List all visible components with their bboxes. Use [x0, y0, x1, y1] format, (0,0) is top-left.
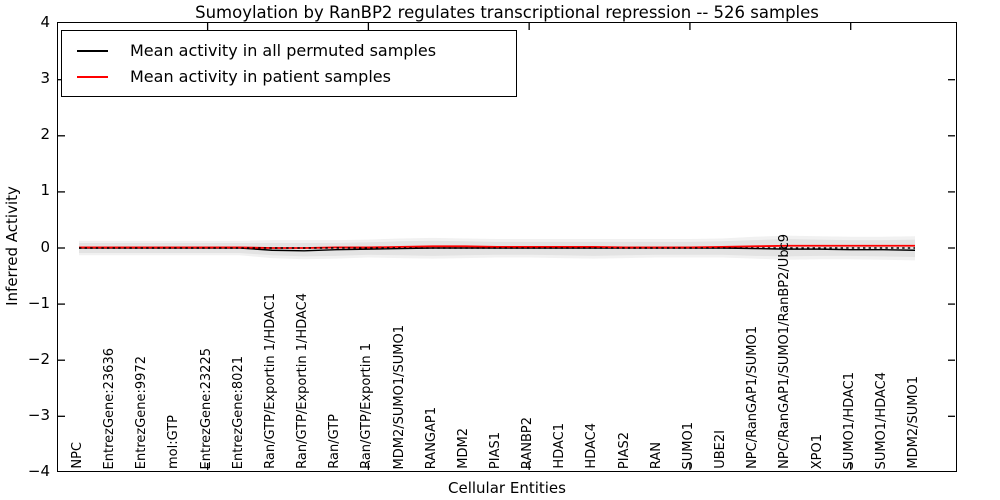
legend-entry-patient: Mean activity in patient samples: [77, 67, 516, 86]
x-category-label: PIAS2: [616, 431, 632, 469]
legend-label-permuted: Mean activity in all permuted samples: [130, 41, 437, 60]
y-tick-label: 3: [40, 69, 50, 88]
y-tick-label: 1: [40, 181, 50, 200]
y-tick-label: −1: [27, 293, 50, 312]
x-category-label: NPC/RanGAP1/SUMO1: [745, 326, 761, 469]
x-category-label: EntrezGene:8021: [230, 355, 246, 469]
x-category-label: MDM2/SUMO1: [906, 376, 921, 469]
plot-title: Sumoylation by RanBP2 regulates transcri…: [195, 3, 819, 22]
x-category-label: HDAC1: [552, 423, 568, 469]
legend-box: Mean activity in all permuted samples Me…: [61, 30, 517, 97]
x-category-label: Ran/GTP: [327, 414, 343, 469]
x-category-label: NPC/RanGAP1/SUMO1/RanBP2/Ubc9: [777, 234, 793, 469]
x-category-label: HDAC4: [584, 423, 600, 469]
x-category-label: EntrezGene:23225: [198, 347, 214, 469]
y-tick-label: 0: [40, 237, 50, 256]
patient-mean-line: [79, 244, 916, 249]
x-category-label: mol:GTP: [166, 415, 182, 469]
y-tick-label: 2: [40, 125, 50, 144]
x-category-label: SUMO1/HDAC4: [873, 371, 889, 469]
x-category-label: MDM2: [455, 428, 471, 469]
x-category-label: Ran/GTP/Exportin 1/HDAC1: [262, 293, 278, 469]
x-category-label: RANBP2: [520, 416, 536, 469]
legend-line-patient-icon: [77, 75, 108, 78]
legend-line-permuted-icon: [77, 49, 108, 52]
x-axis-label: Cellular Entities: [448, 479, 566, 497]
legend-label-patient: Mean activity in patient samples: [130, 67, 391, 86]
x-category-label: PIAS1: [488, 431, 503, 469]
x-category-label: EntrezGene:9972: [134, 355, 150, 469]
legend-entry-permuted: Mean activity in all permuted samples: [77, 41, 516, 60]
x-category-label: SUMO1: [680, 421, 696, 470]
y-tick-label: 4: [40, 13, 50, 32]
chart-canvas: [58, 23, 955, 470]
x-category-label: XPO1: [809, 433, 825, 469]
x-category-label: RANGAP1: [423, 406, 439, 469]
x-category-label: SUMO1/HDAC1: [841, 371, 857, 469]
x-category-label: Ran/GTP/Exportin 1/HDAC4: [295, 293, 311, 469]
y-tick-label: −3: [27, 405, 50, 424]
x-category-label: UBE2I: [713, 430, 729, 469]
y-tick-label: −2: [27, 349, 50, 368]
x-category-label: Ran/GTP/Exportin 1: [359, 343, 375, 469]
x-category-label: MDM2/SUMO1/SUMO1: [391, 324, 407, 469]
x-category-label: RAN: [648, 441, 664, 469]
plot-area: NPC EntrezGene:23636 EntrezGene:9972 mol:GT…: [57, 22, 957, 472]
x-category-label: NPC: [70, 442, 85, 469]
x-category-label: EntrezGene:23636: [102, 347, 118, 469]
y-tick-label: −4: [27, 461, 50, 480]
